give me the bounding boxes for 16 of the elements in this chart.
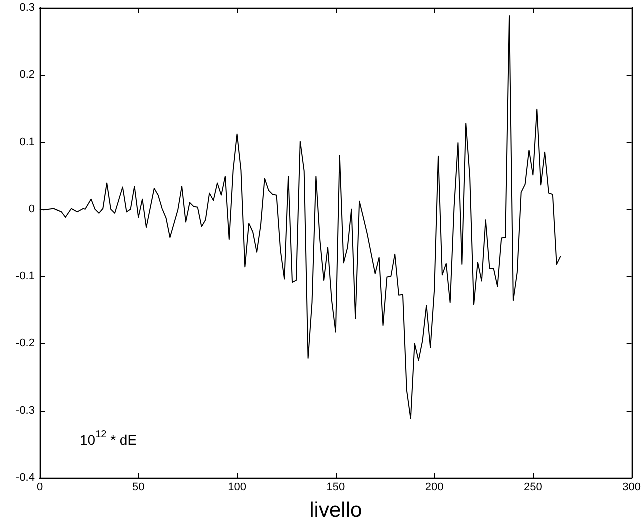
y-tick-label: 0.1 [20,136,35,148]
x-tick-label: 250 [524,482,542,494]
x-tick-label: 100 [228,482,246,494]
x-axis-title: livello [310,499,362,522]
y-tick-label: 0 [28,203,35,216]
x-tick-label: 150 [326,482,346,494]
y-tick-label: -0.3 [16,404,35,417]
y-tick-label: 0.2 [20,69,35,82]
x-tick-label: 200 [425,482,444,494]
y-tick-label: 0.3 [20,2,35,14]
x-tick-label: 0 [36,482,44,494]
y-tick-label: -0.2 [16,338,35,350]
x-tick-label: 50 [132,482,145,494]
y-tick-label: -0.1 [16,270,35,283]
x-tick-label: 300 [622,482,642,494]
y-tick-label: -0.4 [16,472,35,484]
